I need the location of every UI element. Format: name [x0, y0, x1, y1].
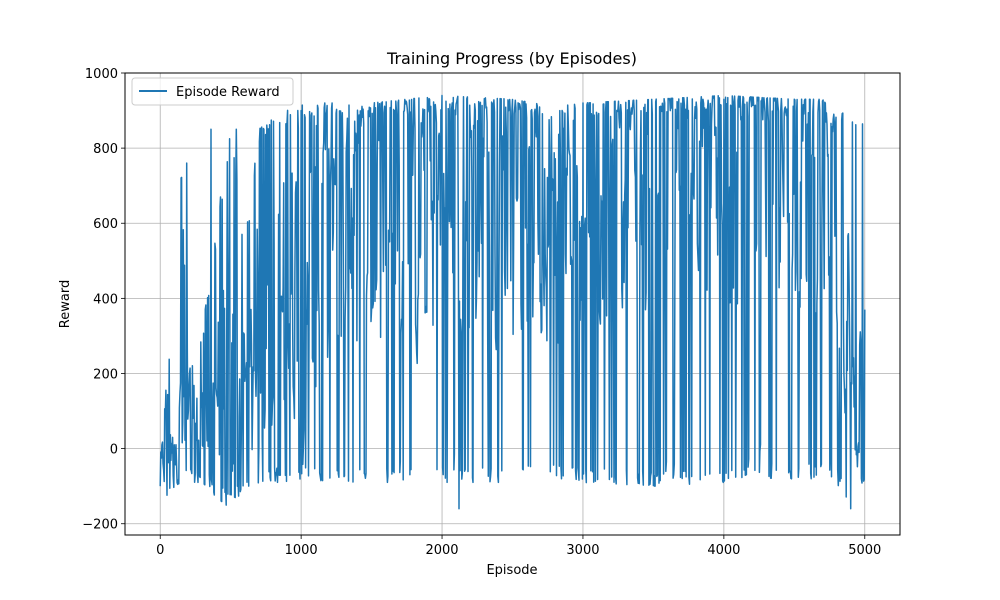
y-tick-label: 400: [93, 292, 118, 307]
x-axis: 0 1000 2000 3000 4000 5000: [156, 535, 881, 558]
series-line-episode-reward: [159, 94, 866, 510]
y-axis: −200 0 200 400 600 800 1000: [82, 67, 125, 533]
y-tick-label: 800: [93, 142, 118, 157]
chart-title: Training Progress (by Episodes): [386, 49, 637, 68]
x-tick-label: 5000: [848, 543, 881, 558]
y-tick-label: 600: [93, 217, 118, 232]
y-tick-label: 0: [110, 443, 118, 458]
legend-box: [131, 77, 294, 106]
x-axis-label: Episode: [486, 563, 537, 578]
x-tick-label: 4000: [707, 543, 740, 558]
y-tick-label: 1000: [85, 67, 118, 82]
x-tick-label: 3000: [566, 543, 599, 558]
legend-label: Episode Reward: [176, 85, 280, 100]
y-tick-label: −200: [82, 518, 118, 533]
x-tick-label: 1000: [285, 543, 318, 558]
series-layer: [159, 94, 866, 510]
legend: Episode Reward: [131, 77, 294, 106]
plot-frame: [124, 72, 901, 536]
y-axis-label: Reward: [58, 280, 73, 328]
x-tick-label: 0: [156, 543, 164, 558]
x-tick-label: 2000: [425, 543, 458, 558]
y-tick-label: 200: [93, 367, 118, 382]
